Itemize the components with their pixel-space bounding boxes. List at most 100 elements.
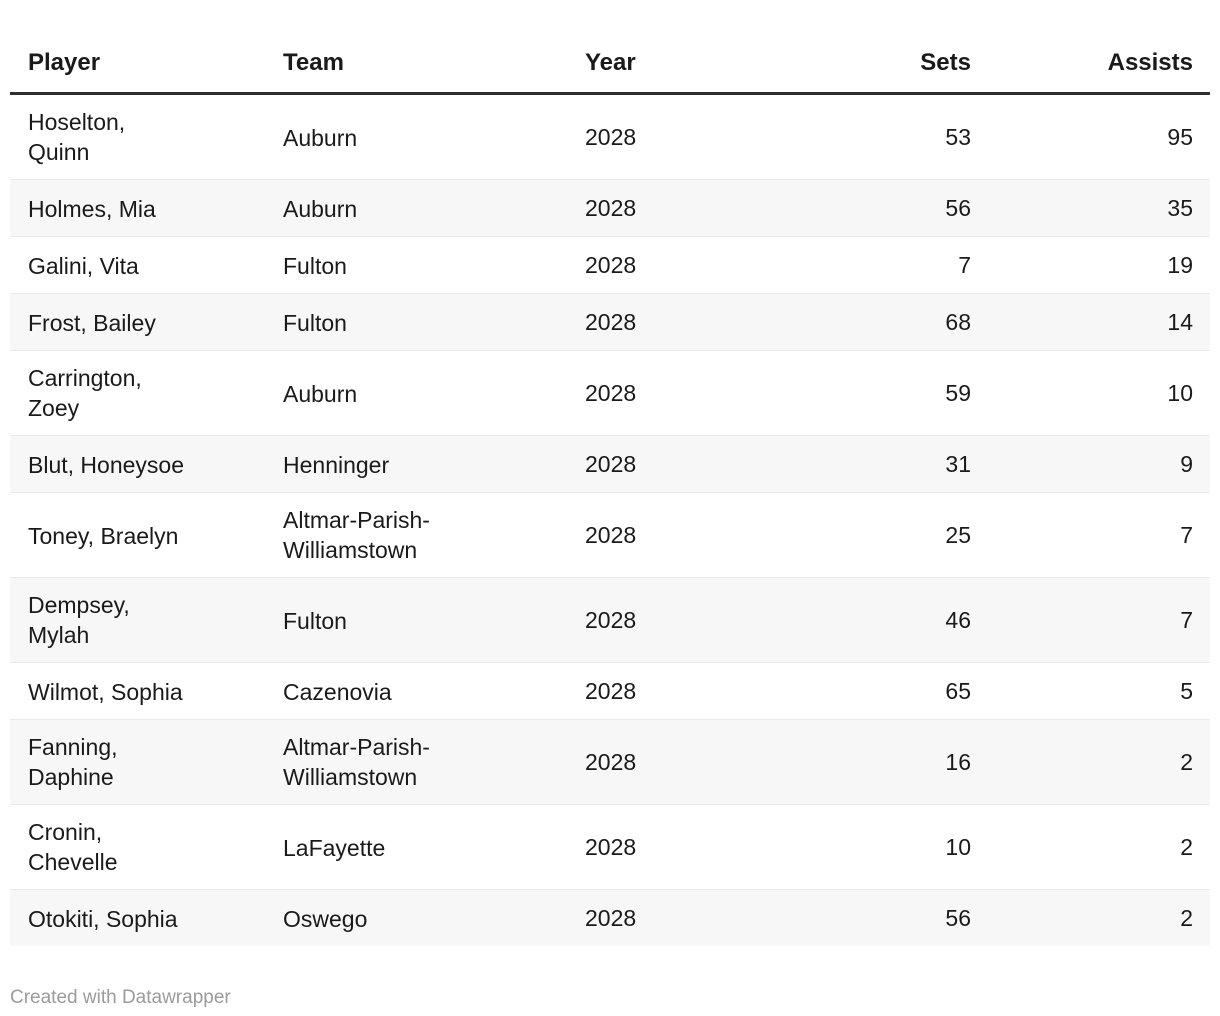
table-row: Frost, Bailey Fulton 2028 68 14 bbox=[10, 292, 1210, 351]
player-name: Carrington, Zoey bbox=[28, 364, 142, 421]
table-row: Cronin, Chevelle LaFayette 2028 10 2 bbox=[10, 803, 1210, 890]
player-name: Wilmot, Sophia bbox=[28, 678, 183, 705]
player-cell: Holmes, Mia bbox=[10, 179, 265, 237]
player-name: Blut, Honeysoe bbox=[28, 451, 184, 478]
player-cell: Dempsey, Mylah bbox=[10, 576, 265, 663]
table-row: Dempsey, Mylah Fulton 2028 46 7 bbox=[10, 576, 1210, 663]
datawrapper-attribution-link[interactable]: Created with Datawrapper bbox=[10, 986, 231, 1008]
column-header-year: Year bbox=[567, 40, 820, 95]
column-header-assists: Assists bbox=[988, 40, 1210, 95]
year-cell: 2028 bbox=[567, 491, 820, 578]
table-row: Blut, Honeysoe Henninger 2028 31 9 bbox=[10, 434, 1210, 493]
team-cell: Fulton bbox=[265, 576, 567, 663]
sets-cell: 7 bbox=[820, 235, 988, 294]
team-name: Fulton bbox=[283, 607, 347, 634]
attribution: Created with Datawrapper bbox=[10, 987, 1210, 1009]
table-row: Toney, Braelyn Altmar-Parish-Williamstown… bbox=[10, 491, 1210, 578]
year-cell: 2028 bbox=[567, 292, 820, 351]
table-body: Hoselton, Quinn Auburn 2028 53 95 Holmes, Mia… bbox=[10, 93, 1210, 946]
year-cell: 2028 bbox=[567, 661, 820, 720]
player-cell: Otokiti, Sophia bbox=[10, 888, 265, 946]
sets-cell: 31 bbox=[820, 434, 988, 493]
sets-cell: 68 bbox=[820, 292, 988, 351]
player-cell: Frost, Bailey bbox=[10, 292, 265, 351]
column-header-sets: Sets bbox=[820, 40, 988, 95]
team-cell: Cazenovia bbox=[265, 661, 567, 720]
team-cell: Altmar-Parish-Williamstown bbox=[265, 491, 567, 578]
team-name: Altmar-Parish-Williamstown bbox=[283, 733, 430, 790]
team-cell: Auburn bbox=[265, 349, 567, 436]
team-name: Henninger bbox=[283, 451, 390, 478]
table-row: Hoselton, Quinn Auburn 2028 53 95 bbox=[10, 93, 1210, 180]
table-row: Carrington, Zoey Auburn 2028 59 10 bbox=[10, 349, 1210, 436]
year-cell: 2028 bbox=[567, 803, 820, 890]
team-cell: Auburn bbox=[265, 179, 567, 237]
assists-cell: 10 bbox=[988, 349, 1210, 436]
assists-cell: 35 bbox=[988, 179, 1210, 237]
assists-cell: 2 bbox=[988, 718, 1210, 805]
player-name: Otokiti, Sophia bbox=[28, 905, 178, 932]
header-row: Player Team Year Sets Assists bbox=[10, 40, 1210, 95]
column-header-player: Player bbox=[10, 40, 265, 95]
team-name: Oswego bbox=[283, 905, 368, 932]
year-cell: 2028 bbox=[567, 718, 820, 805]
year-cell: 2028 bbox=[567, 434, 820, 493]
year-cell: 2028 bbox=[567, 349, 820, 436]
team-cell: Fulton bbox=[265, 292, 567, 351]
player-cell: Toney, Braelyn bbox=[10, 491, 265, 578]
assists-cell: 5 bbox=[988, 661, 1210, 720]
team-name: Auburn bbox=[283, 195, 358, 222]
team-name: Fulton bbox=[283, 252, 347, 279]
player-cell: Cronin, Chevelle bbox=[10, 803, 265, 890]
year-cell: 2028 bbox=[567, 888, 820, 946]
player-name: Dempsey, Mylah bbox=[28, 591, 130, 648]
sets-cell: 65 bbox=[820, 661, 988, 720]
stats-table: Player Team Year Sets Assists Hoselton, … bbox=[10, 40, 1210, 946]
player-cell: Blut, Honeysoe bbox=[10, 434, 265, 493]
team-cell: Altmar-Parish-Williamstown bbox=[265, 718, 567, 805]
table-row: Otokiti, Sophia Oswego 2028 56 2 bbox=[10, 888, 1210, 946]
player-name: Toney, Braelyn bbox=[28, 522, 179, 549]
team-name: Altmar-Parish-Williamstown bbox=[283, 506, 430, 563]
table-header: Player Team Year Sets Assists bbox=[10, 40, 1210, 95]
sets-cell: 16 bbox=[820, 718, 988, 805]
table-row: Holmes, Mia Auburn 2028 56 35 bbox=[10, 179, 1210, 237]
assists-cell: 7 bbox=[988, 491, 1210, 578]
assists-cell: 9 bbox=[988, 434, 1210, 493]
player-cell: Galini, Vita bbox=[10, 235, 265, 294]
player-cell: Fanning, Daphine bbox=[10, 718, 265, 805]
sets-cell: 56 bbox=[820, 888, 988, 946]
year-cell: 2028 bbox=[567, 93, 820, 180]
player-cell: Hoselton, Quinn bbox=[10, 93, 265, 180]
sets-cell: 59 bbox=[820, 349, 988, 436]
team-cell: LaFayette bbox=[265, 803, 567, 890]
assists-cell: 14 bbox=[988, 292, 1210, 351]
team-name: Auburn bbox=[283, 124, 358, 151]
assists-cell: 7 bbox=[988, 576, 1210, 663]
player-cell: Carrington, Zoey bbox=[10, 349, 265, 436]
sets-cell: 56 bbox=[820, 179, 988, 237]
player-name: Cronin, Chevelle bbox=[28, 818, 118, 875]
table-row: Wilmot, Sophia Cazenovia 2028 65 5 bbox=[10, 661, 1210, 720]
player-name: Fanning, Daphine bbox=[28, 733, 118, 790]
column-header-team: Team bbox=[265, 40, 567, 95]
sets-cell: 25 bbox=[820, 491, 988, 578]
team-cell: Henninger bbox=[265, 434, 567, 493]
team-name: Cazenovia bbox=[283, 678, 392, 705]
player-cell: Wilmot, Sophia bbox=[10, 661, 265, 720]
assists-cell: 95 bbox=[988, 93, 1210, 180]
player-name: Holmes, Mia bbox=[28, 195, 156, 222]
year-cell: 2028 bbox=[567, 179, 820, 237]
assists-cell: 2 bbox=[988, 888, 1210, 946]
assists-cell: 19 bbox=[988, 235, 1210, 294]
year-cell: 2028 bbox=[567, 576, 820, 663]
sets-cell: 46 bbox=[820, 576, 988, 663]
player-name: Hoselton, Quinn bbox=[28, 109, 126, 165]
year-cell: 2028 bbox=[567, 235, 820, 294]
team-cell: Oswego bbox=[265, 888, 567, 946]
sets-cell: 10 bbox=[820, 803, 988, 890]
sets-cell: 53 bbox=[820, 93, 988, 180]
team-name: LaFayette bbox=[283, 834, 386, 861]
team-cell: Auburn bbox=[265, 93, 567, 180]
